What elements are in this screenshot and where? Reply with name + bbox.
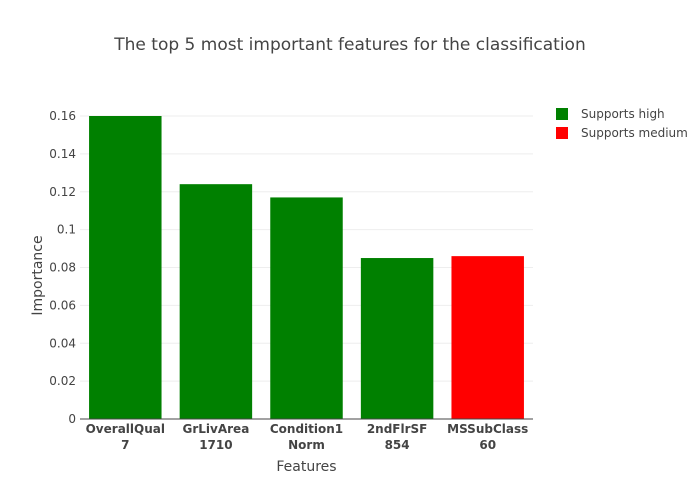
y-tick-label: 0.12	[49, 185, 76, 199]
bar[interactable]	[270, 197, 343, 419]
y-tick-label: 0.14	[49, 147, 76, 161]
bar[interactable]	[179, 184, 253, 419]
bar[interactable]	[360, 258, 434, 419]
x-tick-label: OverallQual	[86, 422, 165, 436]
legend-swatch[interactable]	[556, 127, 568, 139]
y-tick-labels: 0 0.02 0.04 0.06 0.08 0.1 0.12 0.14 0.16	[49, 109, 76, 426]
bars	[89, 116, 524, 419]
legend-swatch[interactable]	[556, 108, 568, 120]
x-tick-label-sub: 60	[479, 438, 496, 452]
y-tick-label: 0.08	[49, 261, 76, 275]
x-tick-label: MSSubClass	[447, 422, 528, 436]
legend[interactable]: Supports high Supports medium	[556, 107, 688, 140]
legend-label[interactable]: Supports high	[581, 107, 665, 121]
bar[interactable]	[89, 116, 162, 419]
x-axis-title: Features	[276, 459, 336, 475]
x-tick-label: GrLivArea	[183, 422, 250, 436]
x-tick-label-sub: 1710	[199, 438, 232, 452]
y-axis-title: Importance	[30, 235, 46, 315]
y-tick-label: 0.1	[57, 223, 76, 237]
y-tick-label: 0	[68, 412, 76, 426]
x-tick-label-sub: Norm	[288, 438, 325, 452]
x-tick-label-sub: 854	[385, 438, 410, 452]
bar[interactable]	[451, 256, 524, 419]
x-tick-labels: OverallQual 7 GrLivArea 1710 Condition1 Norm 2…	[86, 422, 529, 452]
y-tick-label: 0.02	[49, 374, 76, 388]
x-tick-label-sub: 7	[121, 438, 129, 452]
x-tick-label: 2ndFlrSF	[367, 422, 428, 436]
y-tick-label: 0.06	[49, 298, 76, 312]
y-tick-label: 0.04	[49, 336, 76, 350]
y-tick-label: 0.16	[49, 109, 76, 123]
legend-label[interactable]: Supports medium	[581, 126, 688, 140]
chart-title: The top 5 most important features for th…	[113, 35, 585, 55]
x-tick-label: Condition1	[270, 422, 343, 436]
